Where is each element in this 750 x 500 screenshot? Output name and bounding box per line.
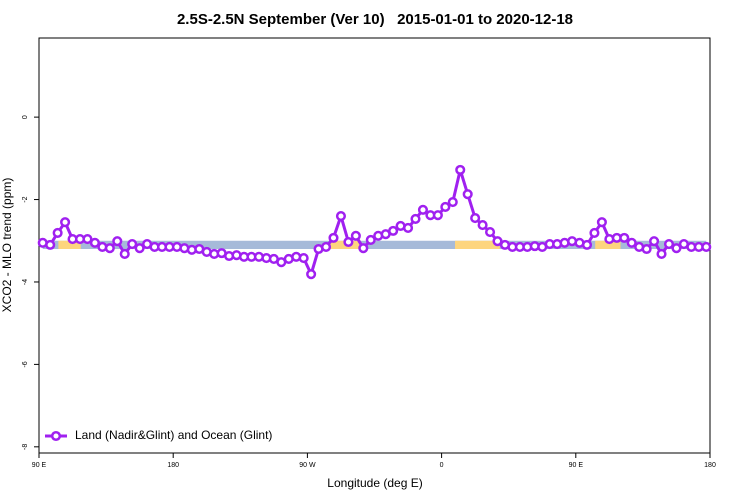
data-point — [455, 164, 466, 175]
y-tick-label: 0 — [22, 115, 29, 119]
data-point — [432, 210, 443, 221]
data-point — [388, 225, 399, 236]
data-point — [112, 236, 123, 247]
data-point — [306, 269, 317, 280]
y-tick-label: -4 — [22, 279, 29, 285]
data-point — [328, 232, 339, 243]
data-point — [104, 243, 115, 254]
data-point — [581, 239, 593, 250]
data-point — [485, 227, 496, 238]
y-tick-label: -2 — [22, 196, 29, 202]
data-point — [343, 236, 354, 248]
land-band — [595, 240, 621, 250]
x-axis-label: Longitude (deg E) — [327, 476, 422, 490]
data-point — [82, 234, 93, 245]
ocean-band — [42, 240, 707, 250]
data-point — [417, 204, 429, 215]
data-point — [298, 253, 309, 264]
data-point — [619, 232, 630, 243]
data-point — [663, 239, 675, 250]
x-tick-label: 90 E — [569, 462, 584, 469]
data-point — [89, 237, 100, 248]
data-point — [320, 241, 332, 252]
data-point — [365, 234, 376, 245]
data-point — [470, 213, 481, 224]
land-band — [58, 240, 81, 250]
x-tick-label: 180 — [167, 462, 179, 469]
data-point — [410, 213, 421, 224]
data-point — [119, 248, 130, 259]
data-point — [626, 237, 637, 248]
data-point — [477, 220, 488, 231]
x-tick-label: 0 — [440, 462, 444, 469]
data-point — [52, 227, 63, 238]
data-point — [440, 201, 451, 213]
data-point — [671, 243, 682, 254]
x-tick-label: 90 E — [32, 462, 47, 469]
data-point — [447, 196, 458, 208]
data-point — [656, 248, 667, 259]
data-point — [335, 210, 347, 222]
x-tick-label: 90 W — [299, 462, 316, 469]
data-point — [701, 241, 712, 252]
data-point — [589, 227, 600, 238]
chart-title: 2.5S-2.5N September (Ver 10) 2015-01-01 … — [177, 11, 573, 28]
data-point — [134, 243, 145, 254]
y-axis-label: XCO2 - MLO trend (ppm) — [0, 178, 14, 313]
data-point — [127, 239, 138, 250]
data-point — [641, 243, 652, 255]
data-point — [45, 239, 56, 250]
data-point — [60, 217, 71, 228]
data-point — [596, 217, 607, 228]
data-point — [492, 236, 503, 247]
data-point — [358, 243, 369, 254]
y-tick-label: -8 — [22, 444, 29, 450]
land-band — [455, 240, 500, 250]
data-point — [462, 189, 473, 200]
y-tick-label: -6 — [22, 361, 29, 367]
data-point — [403, 222, 414, 234]
data-point — [649, 236, 660, 247]
legend-label: Land (Nadir&Glint) and Ocean (Glint) — [75, 428, 272, 442]
data-point — [350, 230, 361, 241]
x-tick-label: 180 — [704, 462, 716, 469]
legend-marker — [50, 430, 62, 442]
